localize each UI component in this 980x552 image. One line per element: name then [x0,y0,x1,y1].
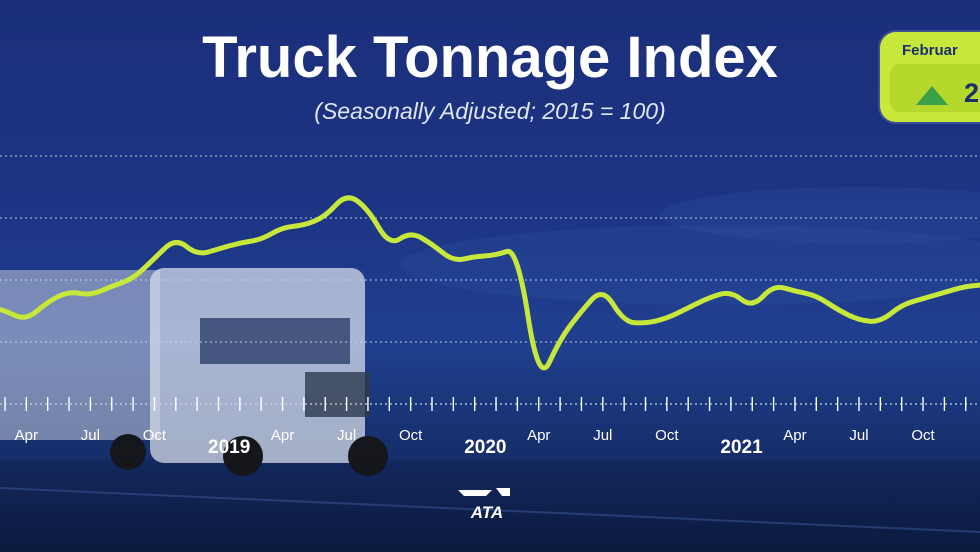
series-line [0,195,980,371]
month-tick-label: Apr [783,427,806,444]
road-surface [0,460,980,552]
badge-value: 2 [964,78,980,108]
year-label: 2019 [208,437,250,458]
chart-subtitle: (Seasonally Adjusted; 2015 = 100) [314,98,666,124]
chart-title: Truck Tonnage Index [202,25,778,90]
month-tick-label: Apr [527,427,550,444]
cloud-shape [400,225,980,305]
month-tick-label: Jul [81,427,100,444]
cloud-shape [660,187,980,243]
month-tick-label: Oct [143,427,167,444]
logo-text: ATA [470,503,503,522]
month-tick-label: Jul [593,427,612,444]
month-change-badge: Februar 2 [880,32,980,122]
month-tick-label: Jul [849,427,868,444]
month-tick-label: Oct [399,427,423,444]
month-tick-label: Oct [655,427,679,444]
truck-silhouette [0,268,388,476]
month-tick-label: Jul [337,427,356,444]
ata-logo: ATA [458,488,510,522]
month-tick-label: Apr [271,427,294,444]
year-label: 2021 [720,437,763,458]
year-label: 2020 [464,437,506,458]
month-tick-label: Apr [15,427,38,444]
badge-month-label: Februar [902,42,958,59]
month-tick-label: Oct [911,427,935,444]
up-triangle-icon [916,86,948,105]
road-line [0,487,980,533]
